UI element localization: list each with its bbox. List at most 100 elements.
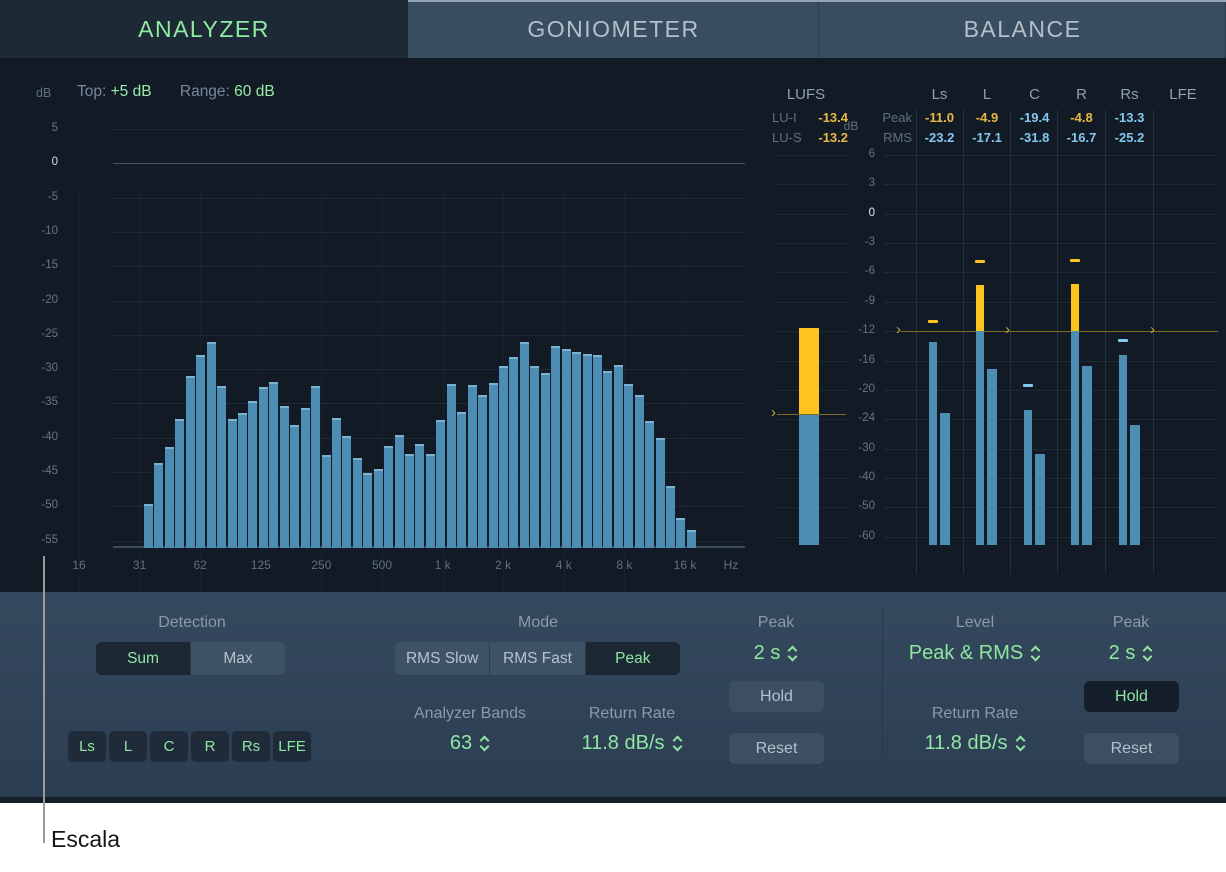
- lufs-header: LUFS: [786, 86, 826, 103]
- spectrum-db-unit-label: dB: [36, 86, 52, 100]
- return-rate-right-stepper[interactable]: 11.8 dB/s: [875, 730, 1075, 756]
- peak-left-stepper[interactable]: 2 s: [676, 640, 876, 666]
- spectrum-bar: [530, 365, 540, 548]
- spectrum-y-tick: 5: [51, 122, 58, 134]
- meter-column-separator: [963, 110, 964, 574]
- channel-button-c[interactable]: C: [150, 731, 188, 762]
- spectrum-x-tick: 125: [250, 558, 271, 572]
- channel-button-l[interactable]: L: [109, 731, 147, 762]
- detection-option-max[interactable]: Max: [191, 642, 285, 675]
- meter-scale-tick: -40: [858, 470, 875, 483]
- range-value[interactable]: 60 dB: [234, 83, 275, 100]
- spectrum-bar: [331, 417, 341, 548]
- lufs-bar-rms: [799, 414, 819, 545]
- spectrum-y-tick: -25: [41, 327, 58, 340]
- stepper-chevrons-icon[interactable]: [1142, 645, 1153, 662]
- spectrum-bar: [311, 385, 321, 548]
- spectrum-bar: [405, 453, 415, 548]
- meter-column-separator: [1153, 110, 1154, 574]
- spectrum-y-tick: -40: [41, 430, 58, 443]
- tab-goniometer[interactable]: GONIOMETER: [408, 0, 819, 58]
- spectrum-bar: [655, 438, 665, 548]
- spectrum-x-tick: 62: [193, 558, 207, 572]
- meter-scale-tick: 3: [868, 177, 875, 190]
- peak-row-label: Peak: [882, 110, 912, 125]
- meter-scale-tick: -50: [858, 500, 875, 513]
- meter-gridline: [775, 272, 848, 274]
- tab-analyzer[interactable]: ANALYZER: [0, 0, 408, 58]
- spectrum-y-tick: -45: [41, 465, 58, 477]
- return-rate-right-value: 11.8 dB/s: [924, 731, 1008, 754]
- spectrum-x-tick: 16 k: [673, 558, 697, 572]
- lufs-target-line: [777, 414, 846, 415]
- stepper-chevrons-icon[interactable]: [1015, 735, 1026, 752]
- reference-line-minus12: [901, 331, 1218, 333]
- channel-button-r[interactable]: R: [191, 731, 229, 762]
- tab-balance[interactable]: BALANCE: [819, 0, 1226, 58]
- spectrum-bar: [561, 348, 571, 548]
- mode-option-rms-fast[interactable]: RMS Fast: [490, 642, 585, 675]
- meter-scale-tick: -3: [864, 236, 875, 249]
- detection-option-sum[interactable]: Sum: [96, 642, 190, 675]
- spectrum-bar: [258, 386, 268, 548]
- mode-option-rms-slow[interactable]: RMS Slow: [395, 642, 490, 675]
- reset-left-button[interactable]: Reset: [729, 733, 824, 764]
- channel-button-rs[interactable]: Rs: [232, 731, 270, 762]
- spectrum-bar: [363, 473, 373, 548]
- spectrum-bar: [634, 394, 644, 548]
- analyzer-bands-stepper[interactable]: 63: [370, 730, 570, 756]
- meter-scale-tick: -60: [858, 529, 875, 542]
- spectrum-bar: [457, 411, 467, 548]
- meter-column-separator: [1105, 110, 1106, 574]
- spectrum-bar: [509, 357, 519, 548]
- spectrum-bar: [217, 385, 227, 548]
- spectrum-gridline: [113, 129, 745, 130]
- spectrum-bar: [196, 354, 206, 548]
- spectrum-bar: [164, 447, 174, 548]
- stepper-chevrons-icon[interactable]: [672, 735, 683, 752]
- stepper-chevrons-icon[interactable]: [479, 735, 490, 752]
- level-stepper[interactable]: Peak & RMS: [875, 640, 1075, 666]
- analyzer-bands-label: Analyzer Bands: [413, 705, 527, 722]
- stepper-chevrons-icon[interactable]: [787, 645, 798, 662]
- spectrum-octave-gridline: [139, 192, 141, 613]
- spectrum-y-tick: -20: [41, 293, 58, 306]
- spectrum-x-tick: 4 k: [555, 558, 572, 572]
- peak-right-stepper[interactable]: 2 s: [1031, 640, 1226, 666]
- spectrum-bar: [624, 384, 634, 548]
- spectrum-bar: [300, 408, 310, 548]
- spectrum-bar: [175, 418, 185, 548]
- spectrum-gridline: [113, 403, 745, 405]
- hold-right-button[interactable]: Hold: [1084, 681, 1179, 712]
- top-value[interactable]: +5 dB: [110, 83, 152, 100]
- channel-header-ls: Ls: [931, 86, 948, 103]
- spectrum-y-tick: 0: [51, 156, 58, 169]
- peak-bar-r: [1070, 331, 1079, 545]
- spectrum-x-tick: 500: [371, 558, 393, 572]
- meter-scale-tick: -12: [858, 324, 875, 337]
- channel-button-ls[interactable]: Ls: [68, 731, 106, 762]
- reference-arrow-icon: ›: [896, 321, 901, 339]
- spectrum-bar: [269, 382, 279, 548]
- peak-left-value: 2 s: [753, 641, 781, 664]
- meter-gridline: [775, 155, 848, 156]
- spectrum-bar: [488, 382, 498, 548]
- spectrum-bar: [394, 435, 404, 548]
- spectrum-x-tick: 2 k: [495, 558, 512, 572]
- return-rate-left-stepper[interactable]: 11.8 dB/s: [532, 730, 732, 756]
- reset-right-button[interactable]: Reset: [1084, 733, 1179, 764]
- meter-gridline: [884, 448, 1218, 450]
- spectrum-bar: [519, 341, 529, 548]
- meter-gridline: [884, 419, 1218, 421]
- channel-header-lfe: LFE: [1169, 86, 1197, 103]
- meter-gridline: [884, 477, 1218, 479]
- spectrum-x-tick: 31: [132, 558, 147, 572]
- spectrum-bar: [185, 376, 195, 548]
- channel-button-lfe[interactable]: LFE: [273, 731, 311, 762]
- mode-option-peak[interactable]: Peak: [585, 642, 680, 675]
- controls-divider: [882, 608, 883, 780]
- hold-left-button[interactable]: Hold: [729, 681, 824, 712]
- detection-label: Detection: [158, 614, 226, 631]
- spectrum-octave-gridline: [321, 192, 323, 613]
- rms-bar-l: [987, 368, 997, 545]
